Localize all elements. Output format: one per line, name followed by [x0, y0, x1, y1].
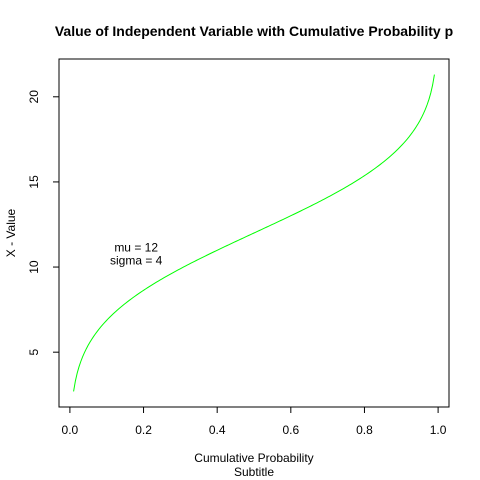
- x-tick-label: 0.6: [282, 423, 299, 437]
- y-axis: 5 10 15 20: [27, 90, 60, 356]
- x-tick-label: 1.0: [430, 423, 447, 437]
- y-tick-label: 15: [27, 175, 41, 189]
- chart-subtitle: Subtitle: [234, 465, 274, 479]
- x-tick-label: 0.0: [62, 423, 79, 437]
- x-tick-label: 0.8: [356, 423, 373, 437]
- annotation-mu: mu = 12: [114, 241, 158, 255]
- x-axis-label: Cumulative Probability: [194, 451, 313, 465]
- annotations: mu = 12 sigma = 4: [110, 241, 163, 268]
- x-tick-label: 0.4: [209, 423, 226, 437]
- chart-title: Value of Independent Variable with Cumul…: [55, 23, 453, 39]
- series-line: [73, 74, 435, 392]
- y-tick-label: 5: [27, 349, 41, 356]
- x-tick-label: 0.2: [135, 423, 152, 437]
- y-tick-label: 20: [27, 90, 41, 104]
- x-axis: 0.0 0.2 0.4 0.6 0.8 1.0: [62, 406, 447, 437]
- annotation-sigma: sigma = 4: [110, 254, 163, 268]
- y-tick-label: 10: [27, 260, 41, 274]
- y-axis-label: X - Value: [4, 208, 18, 257]
